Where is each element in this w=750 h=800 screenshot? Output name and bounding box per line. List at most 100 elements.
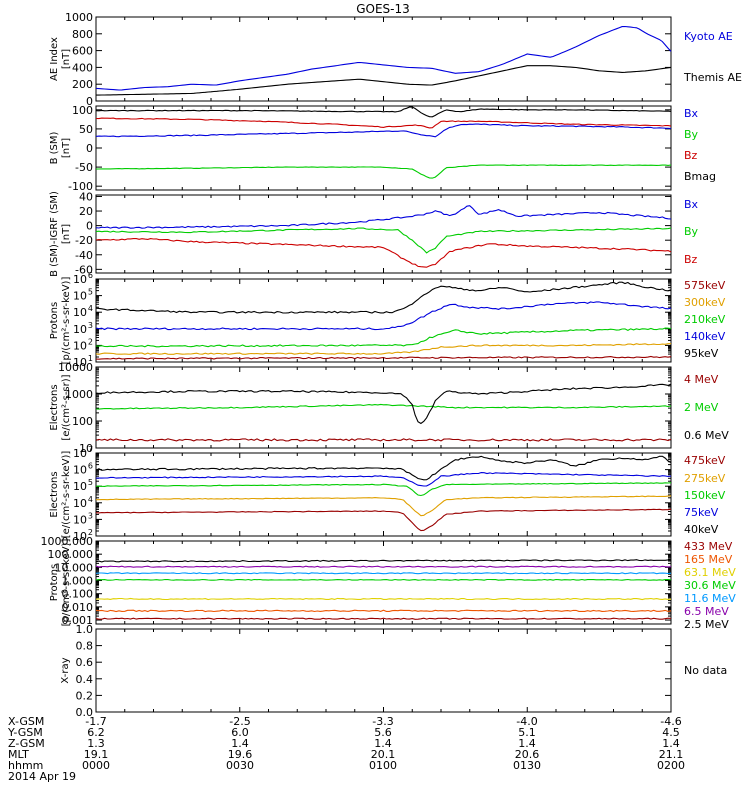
series-433-mev	[95, 617, 672, 620]
panel-frame	[95, 452, 672, 537]
series-75kev	[95, 472, 672, 487]
y-tick-exponent: 4	[88, 495, 93, 504]
legend-label: 2 MeV	[684, 401, 719, 414]
panel-2: -100 -50 0 50 100 B (SM) [nT] Bx By Bz Bmag	[49, 104, 716, 193]
footer-value: 0000	[82, 759, 110, 772]
y-axis-label: [p/(cm²-s-sr-keV)]	[61, 539, 72, 627]
footer-row-label: hhmm	[8, 759, 43, 772]
footer-value: 5.1	[518, 726, 536, 739]
y-tick-label: 10	[73, 447, 87, 460]
legend-label: Kyoto AE	[684, 30, 733, 43]
y-tick-label: 0.0	[76, 706, 94, 719]
footer-row-label: MLT	[8, 748, 29, 761]
y-axis-label: [nT]	[61, 138, 72, 158]
footer-value: 6.0	[231, 726, 249, 739]
series-11-6-mev	[95, 572, 672, 575]
legend-label: By	[684, 225, 699, 238]
legend-label: 433 MeV	[684, 540, 733, 553]
y-tick-exponent: 1	[88, 354, 93, 363]
legend-label: Bz	[684, 253, 698, 266]
footer-value: 0030	[226, 759, 254, 772]
y-tick-label: 10	[73, 513, 87, 526]
footer-value: 0100	[369, 759, 397, 772]
legend-label: 140keV	[684, 330, 726, 343]
y-tick-label: -40	[75, 249, 93, 262]
footer-value: 0200	[657, 759, 685, 772]
legend-label: 75keV	[684, 506, 719, 519]
y-tick-label: 0	[86, 95, 93, 108]
y-tick-exponent: 2	[88, 528, 93, 537]
y-tick-label: 0.010	[62, 601, 94, 614]
panel-3: -60-40 -200 20 40 B (SM)-IGRF (SM) [nT] Bx By Bz	[49, 190, 699, 276]
legend-label: Bmag	[684, 170, 716, 183]
y-tick-label: 10	[73, 480, 87, 493]
series-275kev	[96, 495, 672, 517]
legend-label: 300keV	[684, 296, 726, 309]
series-themis-ae	[96, 65, 672, 96]
y-tick-label: 10.000	[55, 561, 94, 574]
series-by	[95, 164, 672, 179]
y-axis-label: X-ray	[60, 657, 71, 683]
series-2-mev	[95, 403, 672, 410]
footer-value: 0130	[513, 759, 541, 772]
y-tick-label: 1000	[65, 11, 93, 24]
legend-label: 11.6 MeV	[684, 592, 736, 605]
y-tick-label: 40	[79, 190, 93, 203]
series-bx	[95, 205, 672, 229]
series-575kev	[95, 355, 672, 360]
y-tick-label: 0	[86, 142, 93, 155]
legend-label: 275keV	[684, 472, 726, 485]
y-tick-label: 0.001	[62, 614, 94, 627]
y-tick-label: 50	[79, 123, 93, 136]
legend-label: 4 MeV	[684, 373, 719, 386]
y-tick-label: 10	[73, 356, 87, 369]
y-tick-exponent: 4	[88, 304, 93, 313]
y-tick-label: 200	[72, 78, 93, 91]
series-bx	[95, 123, 672, 138]
footer-value: 4.5	[662, 726, 680, 739]
y-tick-label: 1000.000	[41, 535, 94, 548]
y-tick-label: -50	[75, 161, 93, 174]
series-by	[95, 227, 672, 254]
series-165-mev	[95, 609, 672, 613]
y-axis-label: Electrons	[49, 384, 60, 430]
footer-value: 21.1	[659, 748, 684, 761]
footer-value: 1.4	[231, 737, 249, 750]
y-tick-label: 10	[73, 323, 87, 336]
panel-8: 0.0 0.2 0.4 0.6 0.8 1.0 X-ray No data	[60, 623, 727, 719]
y-tick-exponent: 5	[88, 288, 93, 297]
legend-label: 30.6 MeV	[684, 579, 736, 592]
y-tick-label: 100.000	[48, 548, 94, 561]
footer-row-label: Z-GSM	[8, 737, 45, 750]
series-210kev	[95, 327, 672, 348]
y-tick-label: 10	[73, 530, 87, 543]
y-axis-label: B (SM)	[49, 131, 60, 164]
y-axis-label: [e/(cm²-s-sr-keV)]	[61, 451, 72, 539]
footer-value: 19.6	[228, 748, 253, 761]
series-40kev	[95, 455, 672, 481]
series-4-mev	[95, 438, 672, 442]
footer-value: 1.3	[87, 737, 105, 750]
legend-label: Bx	[684, 198, 699, 211]
y-tick-label: 1000	[65, 388, 93, 401]
footer-value: 1.4	[662, 737, 680, 750]
legend-label: 2.5 MeV	[684, 618, 729, 631]
panel-1: 0 200 400 600 800 1000 AE Index [nT] Kyoto AE The…	[49, 11, 742, 108]
footer-value: 5.6	[374, 726, 392, 739]
y-tick-label: 0.4	[76, 673, 94, 686]
y-tick-label: 10	[73, 273, 87, 286]
y-axis-label: Protons	[49, 564, 60, 601]
footer-value: -4.0	[516, 715, 537, 728]
y-tick-label: 1.000	[62, 575, 94, 588]
legend-label: Themis AE	[683, 71, 742, 84]
y-tick-exponent: 7	[88, 445, 93, 454]
y-axis-label: [nT]	[61, 224, 72, 244]
y-tick-label: 10	[73, 306, 87, 319]
y-tick-exponent: 3	[88, 511, 93, 520]
y-axis-label: [p/(cm²-s-sr-keV)]	[61, 277, 72, 365]
footer-value: -4.6	[660, 715, 681, 728]
no-data-note: No data	[684, 664, 727, 677]
y-tick-label: 10000	[58, 361, 93, 374]
y-tick-label: 0.100	[62, 588, 94, 601]
